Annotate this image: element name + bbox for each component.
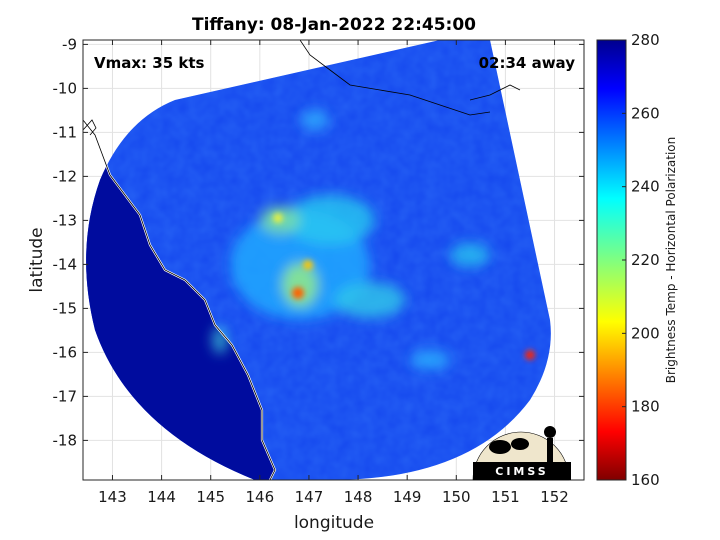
plot-frame	[82, 39, 585, 481]
colorbar-tick-label: 260	[631, 104, 660, 122]
logo-text: CIMSS	[495, 465, 548, 478]
y-tick-label: -12	[53, 167, 78, 185]
x-tick-label: 151	[491, 488, 520, 506]
y-tick-label: -14	[53, 255, 78, 273]
x-tick-label: 147	[295, 488, 324, 506]
x-tick-label: 149	[393, 488, 422, 506]
logo-dish-right	[511, 438, 529, 450]
colorbar-ticks: 280 260 240 220 200 180 160	[622, 31, 660, 489]
colorbar-tick-label: 280	[631, 31, 660, 49]
cimss-logo: CIMSS	[472, 426, 571, 481]
plot-area	[83, 40, 584, 480]
y-tick-label: -15	[53, 299, 78, 317]
x-tick-label: 146	[246, 488, 275, 506]
land-mass	[86, 120, 275, 480]
colorbar-tick-label: 160	[631, 471, 660, 489]
colorbar-tick-label: 240	[631, 178, 660, 196]
x-tick-label: 145	[196, 488, 225, 506]
logo-tower-dish	[544, 426, 556, 438]
x-tick-label: 152	[540, 488, 569, 506]
colorbar: 280 260 240 220 200 180 160 Brightness Temp - …	[596, 31, 678, 489]
x-tick-label: 150	[442, 488, 471, 506]
x-axis-label: longitude	[294, 513, 374, 533]
x-tick-label: 144	[147, 488, 176, 506]
brightness-swath	[86, 40, 551, 480]
y-tick-label: -13	[53, 211, 78, 229]
y-tick-label: -16	[53, 343, 78, 361]
y-axis: -9 -10 -11 -12 -13 -14 -15 -16 -17 -18	[53, 35, 584, 449]
y-tick-label: -11	[53, 123, 78, 141]
colorbar-label: Brightness Temp - Horizontal Polarizatio…	[664, 137, 678, 384]
y-tick-label: -18	[53, 431, 78, 449]
colorbar-gradient	[596, 39, 627, 481]
y-axis-label: latitude	[27, 227, 47, 292]
warm-cores	[273, 213, 535, 360]
colorbar-tick-label: 220	[631, 251, 660, 269]
x-tick-label: 148	[344, 488, 373, 506]
colorbar-tick-label: 180	[631, 398, 660, 416]
y-tick-label: -17	[53, 387, 78, 405]
x-tick-label: 143	[98, 488, 127, 506]
y-tick-label: -9	[62, 35, 77, 53]
logo-tower	[547, 438, 553, 466]
cloud-bands	[212, 110, 490, 370]
vmax-annotation: Vmax: 35 kts	[94, 54, 204, 72]
chart-title: Tiffany: 08-Jan-2022 22:45:00	[192, 15, 476, 35]
coastline-outline	[83, 40, 521, 480]
time-away-annotation: 02:34 away	[479, 54, 576, 72]
x-axis: 143 144 145 146 147 148 149 150 151 152	[98, 40, 569, 506]
y-tick-label: -10	[53, 79, 78, 97]
logo-banner	[473, 462, 571, 480]
logo-dish-left	[489, 440, 511, 454]
colorbar-tick-label: 200	[631, 324, 660, 342]
